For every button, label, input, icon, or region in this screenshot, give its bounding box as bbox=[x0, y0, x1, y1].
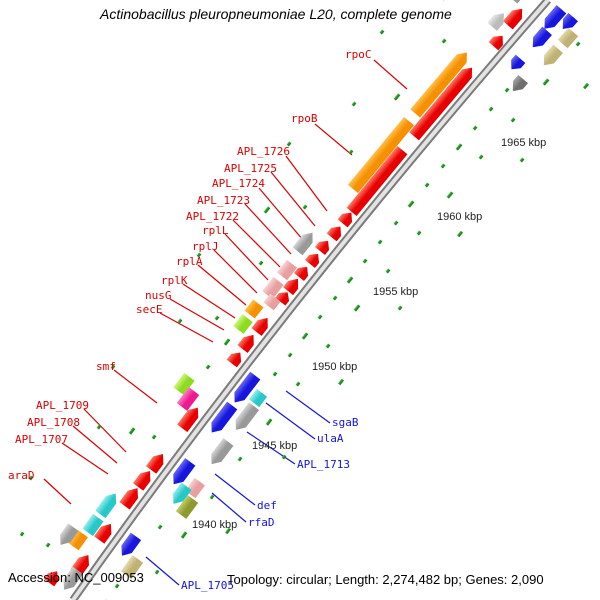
label-leader-line bbox=[213, 249, 258, 294]
gene-label-APL_1722: APL_1722 bbox=[186, 210, 239, 223]
label-leader-line bbox=[182, 283, 236, 319]
gene-label-secE: secE bbox=[136, 303, 163, 316]
label-leader-line bbox=[145, 556, 180, 586]
genome-title: Actinobacillus pleuropneumoniae L20, com… bbox=[100, 6, 452, 22]
label-leader-line bbox=[113, 369, 158, 404]
gene-label-smf: smf bbox=[96, 360, 116, 373]
gene-label-rpoC: rpoC bbox=[345, 48, 372, 61]
label-leader-line bbox=[285, 155, 328, 212]
label-leader-line bbox=[83, 408, 127, 453]
scale-label: 1960 kbp bbox=[437, 211, 483, 223]
gene-label-APL_1726: APL_1726 bbox=[237, 145, 290, 158]
gene-label-sgaB: sgaB bbox=[332, 416, 359, 429]
gene-label-rplJ: rplJ bbox=[192, 240, 219, 253]
label-leader-line bbox=[258, 187, 304, 241]
scale-label: 1950 kbp bbox=[312, 361, 358, 373]
gene-label-APL_1707: APL_1707 bbox=[15, 433, 68, 446]
gene-label-rfaD: rfaD bbox=[248, 516, 275, 529]
gene-label-rplK: rplK bbox=[161, 274, 188, 287]
gene-label-def: def bbox=[257, 499, 277, 512]
label-leader-line bbox=[72, 425, 118, 464]
label-leader-line bbox=[224, 233, 269, 281]
topology-text: Topology: circular; Length: 2,274,482 bp… bbox=[227, 572, 544, 587]
label-leader-line bbox=[285, 390, 331, 424]
gene-label-APL_1708: APL_1708 bbox=[27, 416, 80, 429]
label-leader-line bbox=[214, 473, 256, 506]
gene-label-rplL: rplL bbox=[202, 224, 229, 237]
gene-label-ulaA: ulaA bbox=[317, 432, 344, 445]
gene-label-APL_1709: APL_1709 bbox=[36, 399, 89, 412]
label-leader-line bbox=[169, 298, 225, 331]
gene-label-APL_1723: APL_1723 bbox=[197, 194, 250, 207]
gene-label-APL_1724: APL_1724 bbox=[212, 177, 265, 190]
gene-label-APL_1725: APL_1725 bbox=[224, 162, 277, 175]
label-leader-line bbox=[246, 431, 296, 465]
gene-label-nusG: nusG bbox=[145, 289, 172, 302]
genome-backbone bbox=[71, 0, 550, 600]
gene-label-rplA: rplA bbox=[176, 255, 203, 268]
scale-label: 1955 kbp bbox=[373, 286, 419, 298]
scale-label: 1940 kbp bbox=[192, 519, 238, 531]
gene-label-APL_1705: APL_1705 bbox=[181, 579, 234, 592]
gene-label-rpoB: rpoB bbox=[291, 112, 318, 125]
label-leader-line bbox=[314, 123, 353, 156]
gene-label-APL_1713: APL_1713 bbox=[297, 458, 350, 471]
label-leader-line bbox=[373, 59, 408, 90]
label-leader-line bbox=[159, 312, 214, 343]
label-leader-line bbox=[211, 492, 247, 523]
accession-text: Accession: NC_009053 bbox=[8, 570, 144, 585]
label-leader-line bbox=[43, 478, 72, 505]
label-leader-line bbox=[197, 264, 247, 306]
label-leader-line bbox=[61, 442, 109, 475]
scale-label: 1945 kbp bbox=[252, 440, 298, 452]
scale-label: 1965 kbp bbox=[501, 137, 547, 149]
gene-label-araD: araD bbox=[8, 469, 35, 482]
label-leader-line bbox=[265, 402, 316, 440]
label-leader-line bbox=[270, 171, 316, 227]
label-leader-line bbox=[232, 219, 281, 268]
label-leader-line bbox=[244, 203, 292, 255]
